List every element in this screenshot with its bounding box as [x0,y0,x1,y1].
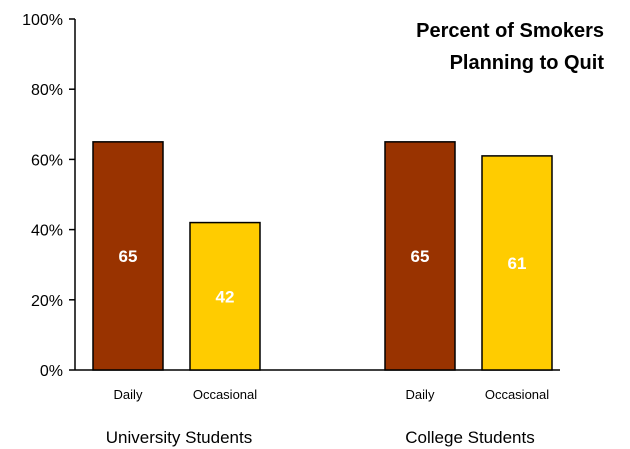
y-tick-label: 60% [31,152,63,169]
category-label: Occasional [193,387,257,402]
y-tick-label: 0% [40,363,63,380]
bar-university-occasional [189,221,261,371]
bar-value-label: 42 [216,287,235,306]
labels-layer: 65 Daily 42 Occasional University Students 65… [106,247,549,447]
bar-college-occasional [481,155,553,371]
category-label: Occasional [485,387,549,402]
bar-college-daily [384,141,456,371]
category-label: Daily [114,387,143,402]
bar-value-label: 61 [508,254,527,273]
group-label: College Students [405,428,534,447]
category-label: Daily [406,387,435,402]
chart-title-line-2: Planning to Quit [450,52,605,74]
group-label: University Students [106,428,252,447]
chart-title-line-1: Percent of Smokers [416,20,604,42]
y-tick-label: 100% [22,12,63,29]
y-tick-label: 80% [31,82,63,99]
bars-layer [92,141,553,371]
y-tick-label: 20% [31,293,63,310]
bar-university-daily [92,141,164,371]
y-tick-label: 40% [31,223,63,240]
bar-value-label: 65 [411,247,430,266]
bar-value-label: 65 [119,247,138,266]
